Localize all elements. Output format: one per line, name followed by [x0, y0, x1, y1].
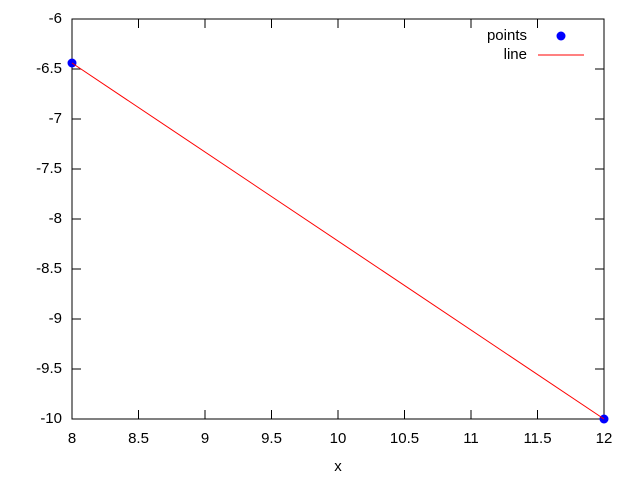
x-tick-label: 8.5 [128, 430, 149, 447]
y-tick-label: -7.5 [36, 160, 62, 177]
line [71, 62, 605, 420]
x-tick-label: 12 [596, 430, 613, 447]
x-axis-label: x [334, 458, 342, 475]
x-tick-label: 9.5 [261, 430, 282, 447]
x-tick-label: 11 [463, 430, 479, 447]
x-tick-label: 11.5 [523, 430, 551, 447]
y-tick-label: -9 [49, 310, 62, 327]
x-tick-label: 10 [330, 430, 347, 447]
y-tick-label: -8 [49, 210, 62, 227]
plot-border [71, 18, 605, 420]
x-tick-label: 10.5 [390, 430, 419, 447]
y-tick-label: -10 [40, 410, 62, 427]
y-tick-label: -9.5 [36, 360, 62, 377]
legend-label: line [504, 46, 527, 63]
x-tick-label: 9 [201, 430, 209, 447]
y-tick-label: -6.5 [36, 60, 62, 77]
y-tick-label: -8.5 [36, 260, 62, 277]
legend-marker [556, 31, 566, 41]
x-tick-label: 8 [68, 430, 76, 447]
y-tick-label: -7 [49, 110, 62, 127]
legend-label: points [487, 27, 527, 44]
y-tick-label: -6 [49, 10, 62, 27]
